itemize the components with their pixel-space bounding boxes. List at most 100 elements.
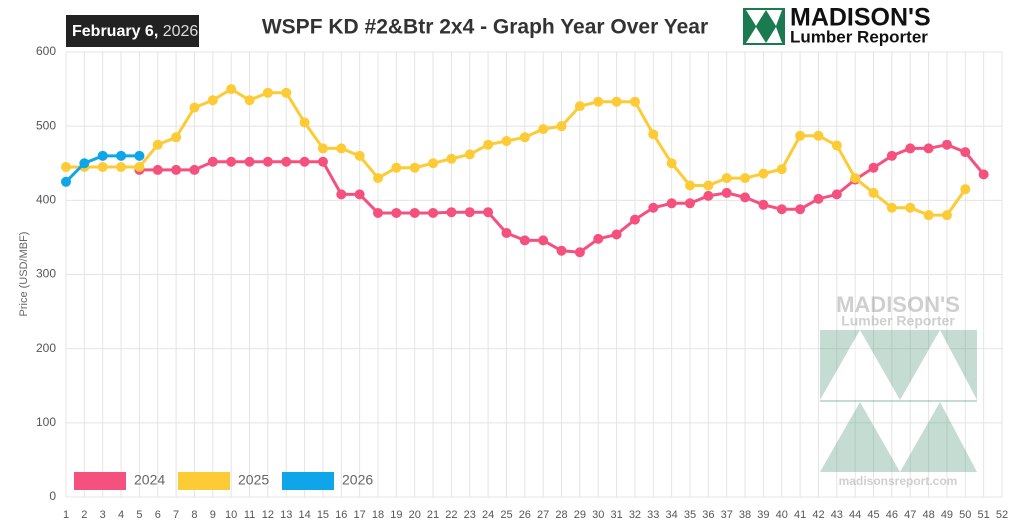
- point: [116, 150, 127, 161]
- point: [960, 147, 971, 158]
- point: [409, 162, 420, 173]
- point: [593, 96, 604, 107]
- x-tick-label: 15: [317, 509, 329, 521]
- point: [262, 87, 273, 98]
- y-tick-label: 300: [36, 267, 56, 281]
- x-tick-label: 41: [794, 509, 806, 521]
- point: [758, 168, 769, 179]
- point: [629, 214, 640, 225]
- point: [556, 245, 567, 256]
- point: [666, 198, 677, 209]
- y-tick-label: 600: [36, 44, 56, 58]
- x-tick-label: 16: [335, 509, 347, 521]
- point: [501, 136, 512, 146]
- point: [795, 204, 806, 215]
- legend-label: 2024: [134, 472, 165, 488]
- point: [941, 139, 952, 150]
- point: [648, 202, 659, 213]
- point: [685, 198, 695, 209]
- point: [574, 101, 585, 112]
- point: [428, 207, 439, 218]
- point: [666, 158, 677, 169]
- y-tick-label: 0: [49, 489, 56, 503]
- watermark: MADISON'S Lumber Reporter madisonsreport…: [820, 292, 977, 488]
- point: [134, 150, 145, 161]
- point: [611, 96, 622, 107]
- point: [189, 102, 200, 113]
- x-tick-label: 40: [776, 509, 788, 521]
- y-tick-label: 500: [36, 118, 56, 132]
- point: [703, 190, 714, 201]
- point: [886, 150, 897, 161]
- point: [538, 124, 549, 135]
- point: [317, 143, 328, 154]
- x-tick-label: 19: [390, 509, 402, 521]
- point: [483, 207, 494, 218]
- x-tick-label: 10: [225, 509, 237, 521]
- point: [207, 95, 218, 106]
- point: [923, 143, 934, 154]
- point: [629, 96, 640, 107]
- x-tick-label: 29: [574, 509, 586, 521]
- point: [116, 161, 127, 172]
- point: [373, 207, 383, 218]
- point: [97, 161, 108, 172]
- x-tick-label: 47: [904, 509, 916, 521]
- point: [391, 162, 402, 173]
- point: [336, 143, 347, 154]
- x-tick-label: 23: [464, 509, 476, 521]
- point: [813, 193, 824, 204]
- point: [483, 139, 494, 150]
- point: [538, 235, 549, 246]
- x-tick-label: 42: [812, 509, 824, 521]
- point: [795, 130, 806, 141]
- watermark-shape: [820, 330, 977, 400]
- x-tick-label: 13: [280, 509, 292, 521]
- watermark-url: madisonsreport.com: [839, 474, 958, 488]
- x-tick-label: 28: [555, 509, 567, 521]
- x-tick-label: 11: [244, 509, 255, 521]
- x-tick-label: 38: [739, 509, 751, 521]
- logo: MADISON'S Lumber Reporter: [743, 4, 931, 46]
- x-tick-label: 31: [610, 509, 622, 521]
- x-tick-label: 9: [210, 509, 216, 521]
- x-tick-label: 7: [173, 509, 179, 521]
- x-tick-label: 45: [867, 509, 879, 521]
- x-tick-label: 36: [702, 509, 714, 521]
- point: [648, 129, 659, 140]
- x-tick-label: 50: [959, 509, 971, 521]
- legend-swatch: [282, 472, 334, 490]
- point: [299, 117, 310, 128]
- x-tick-label: 33: [647, 509, 659, 521]
- x-tick-label: 49: [941, 509, 953, 521]
- y-axis-label: Price (USD/MBF): [18, 232, 30, 317]
- logo-icon: [746, 27, 782, 43]
- point: [905, 143, 916, 154]
- point: [61, 176, 71, 187]
- x-tick-label: 48: [922, 509, 934, 521]
- point: [464, 149, 475, 160]
- x-tick-label: 17: [354, 509, 366, 521]
- point: [850, 173, 861, 184]
- point: [244, 156, 255, 167]
- point: [79, 158, 90, 169]
- point: [152, 139, 163, 150]
- x-tick-label: 1: [63, 509, 69, 521]
- chart-title: WSPF KD #2&Btr 2x4 - Graph Year Over Yea…: [262, 16, 708, 39]
- x-tick-label: 35: [684, 509, 696, 521]
- point: [391, 207, 402, 218]
- point: [703, 180, 714, 191]
- point: [740, 173, 751, 184]
- point: [354, 189, 365, 200]
- point: [207, 156, 218, 167]
- point: [446, 153, 457, 164]
- point: [152, 164, 163, 175]
- x-tick-label: 51: [978, 509, 990, 521]
- legend-swatch: [74, 472, 126, 490]
- x-tick-label: 20: [409, 509, 421, 521]
- point: [373, 173, 383, 184]
- point: [685, 180, 695, 191]
- point: [905, 202, 916, 213]
- point: [501, 227, 512, 238]
